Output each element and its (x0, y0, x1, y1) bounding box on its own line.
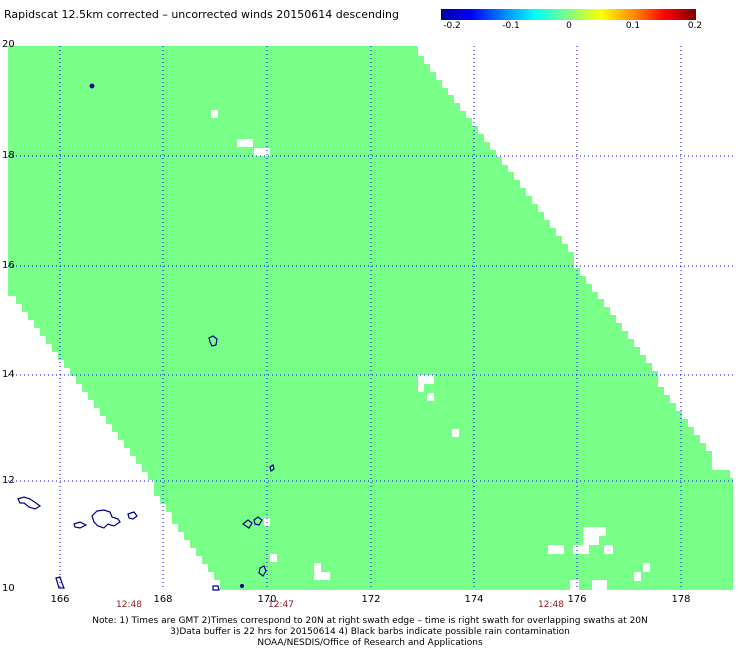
lat-label: 12 (2, 475, 15, 486)
note-line: Note: 1) Times are GMT 2)Times correspon… (92, 616, 648, 626)
colorbar-tick: -0.2 (443, 21, 461, 31)
colorbar-tick: 0.2 (687, 21, 703, 31)
lon-label: 166 (50, 594, 70, 605)
lat-label: 18 (2, 150, 15, 161)
swath-time-label: 12:47 (268, 600, 294, 610)
data-gaps (211, 110, 650, 590)
islands (17, 83, 275, 591)
lon-label: 168 (153, 594, 173, 605)
colorbar-tick: 0 (566, 21, 572, 31)
lon-label: 178 (671, 594, 691, 605)
lat-label: 14 (2, 369, 15, 380)
lon-label: 170 (257, 594, 277, 605)
lat-label: 10 (2, 583, 15, 594)
colorbar (441, 9, 696, 20)
note-line: 3)Data buffer is 22 hrs for 20150614 4) … (170, 627, 570, 637)
colorbar-tick: -0.1 (502, 21, 520, 31)
lat-label: 20 (2, 39, 15, 50)
graticule (8, 46, 733, 590)
lon-label: 172 (361, 594, 381, 605)
lat-label: 16 (2, 260, 15, 271)
swath-time-label: 12:48 (538, 600, 564, 610)
lon-label: 174 (464, 594, 484, 605)
colorbar-tick: 0.1 (625, 21, 641, 31)
note-credit: NOAA/NESDIS/Office of Research and Appli… (257, 638, 483, 648)
map-title: Rapidscat 12.5km corrected – uncorrected… (4, 8, 400, 21)
lon-label: 176 (567, 594, 587, 605)
swath-time-label: 12:48 (116, 600, 142, 610)
